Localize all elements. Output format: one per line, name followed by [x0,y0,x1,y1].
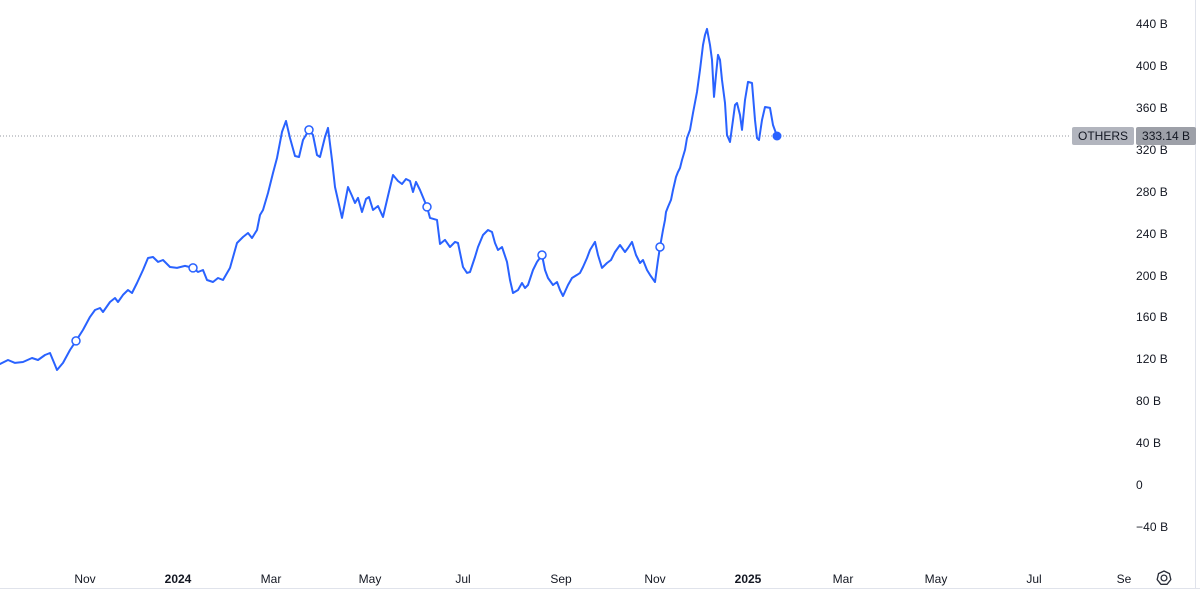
price-axis-label: −40 B [1136,519,1169,534]
time-axis-label: Mar [260,572,282,586]
price-axis-label: 400 B [1136,58,1168,73]
data-point-marker [537,250,547,260]
time-axis-label: Nov [644,572,666,586]
price-axis-label: 440 B [1136,17,1168,31]
time-axis-label: Sep [550,572,572,586]
symbol-name-badge: OTHERS [1072,127,1135,145]
gear-icon [1156,570,1172,585]
price-axis-label: 280 B [1136,184,1168,199]
data-point-marker [71,336,81,346]
data-point-marker [188,263,198,273]
price-axis-label: 80 B [1136,394,1162,409]
time-axis-settings-button[interactable] [1150,564,1178,592]
time-axis-label: Jul [455,572,471,586]
time-axis-label: May [358,572,382,586]
time-axis-label: 2024 [164,572,192,586]
time-axis-label: May [924,572,948,586]
price-axis-label: 360 B [1136,100,1168,115]
price-axis-label: 40 B [1136,436,1162,451]
last-price-value-badge: 333.14 B [1136,127,1197,145]
price-axis-label: 0 [1136,478,1143,492]
price-line-series[interactable] [0,27,778,371]
last-data-point [772,131,782,141]
last-price-label: OTHERS 333.14 B [1072,127,1197,145]
data-point-marker [304,125,314,135]
bottom-border [0,588,1200,589]
price-axis-label: 240 B [1136,226,1168,241]
data-point-marker [422,202,432,212]
time-axis-label: Se [1116,572,1132,586]
time-axis-label: Nov [74,572,96,586]
data-point-marker [655,242,665,252]
price-axis-label: 200 B [1136,268,1168,283]
time-axis-label: Mar [832,572,854,586]
time-axis[interactable]: Nov 2024 Mar May Jul Sep Nov 2025 Mar May Jul Se [0,570,1200,588]
price-axis-label: 320 B [1136,142,1168,157]
time-axis-label: Jul [1026,572,1042,586]
price-axis-label: 120 B [1136,352,1168,367]
time-axis-label: 2025 [734,572,762,586]
right-border [1195,0,1196,589]
price-axis-label: 160 B [1136,310,1168,325]
